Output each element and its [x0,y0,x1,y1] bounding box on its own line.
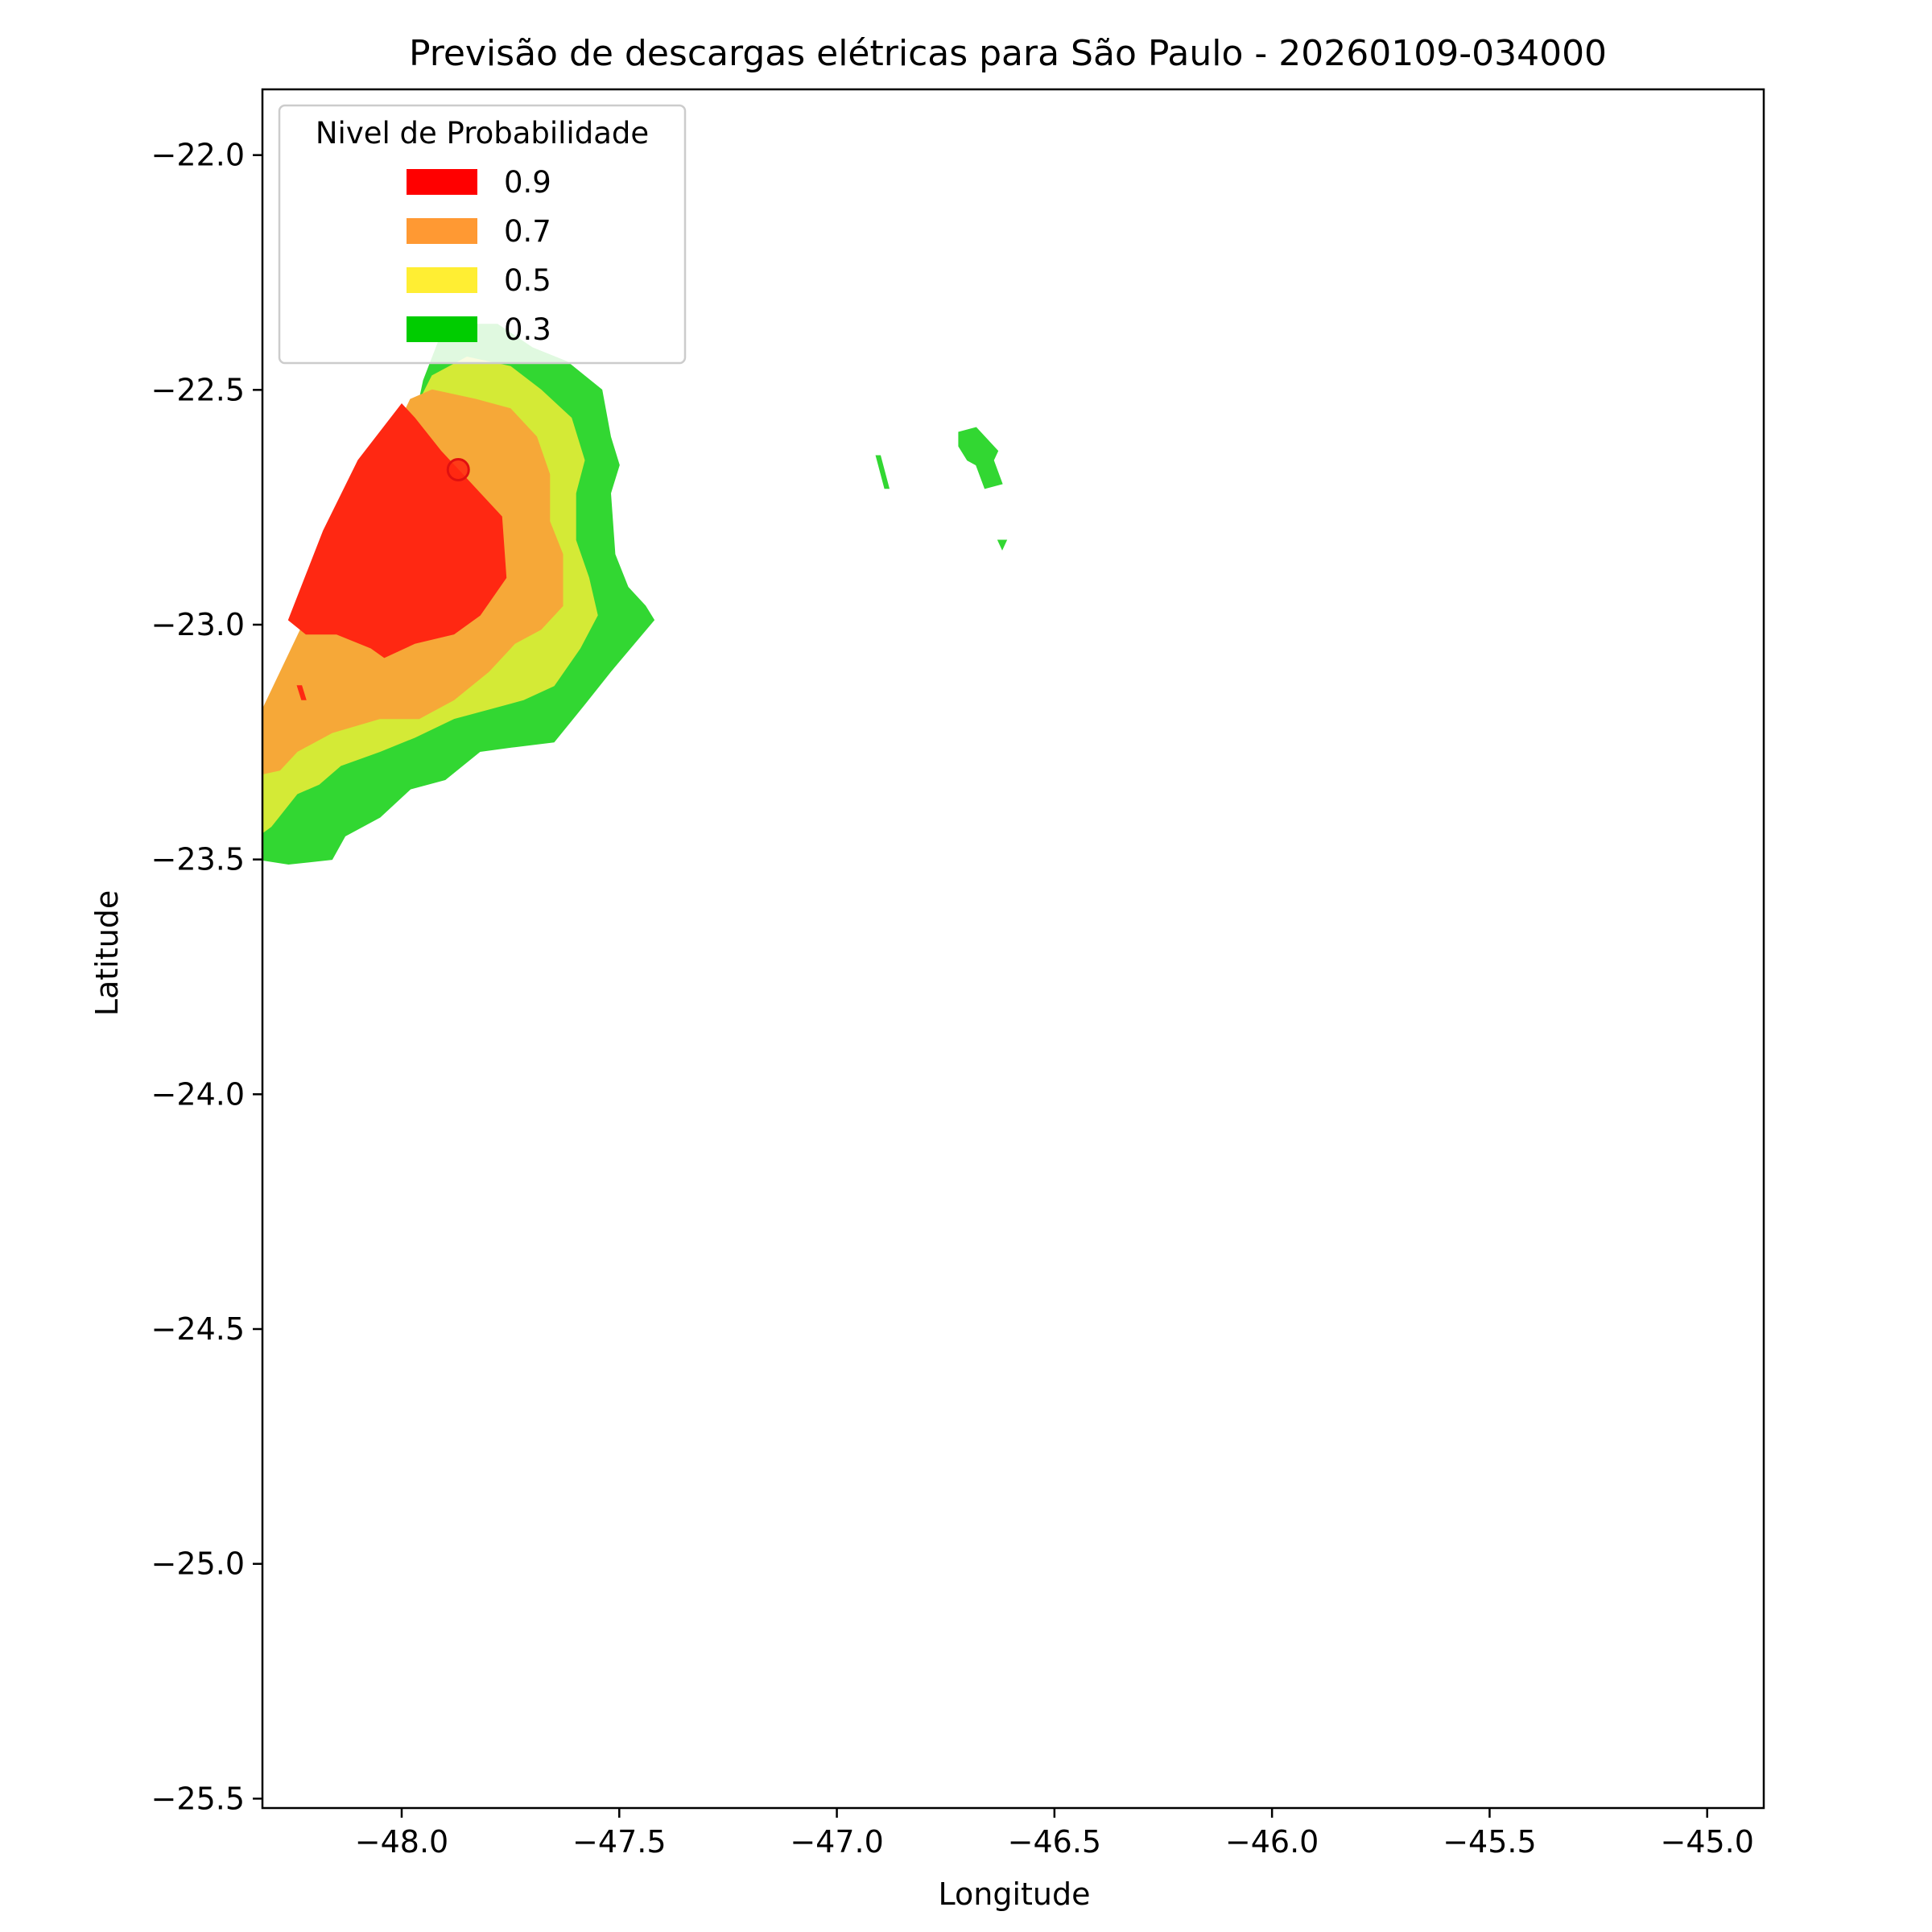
contour-region-0.3-4 [958,427,1003,489]
legend-swatch-0.9 [407,169,477,195]
legend-label-0.9: 0.9 [504,165,551,200]
chart-title: Previsão de descargas elétricas para São… [409,33,1607,74]
legend-swatch-0.7 [407,218,477,244]
y-tick-label: −25.5 [151,1781,245,1816]
x-tick-label: −47.5 [572,1824,666,1860]
x-tick-label: −47.0 [790,1824,883,1860]
legend-title: Nivel de Probabilidade [316,116,649,151]
legend: Nivel de Probabilidade 0.9 0.7 0.5 0.3 [278,104,687,365]
y-tick-label: −24.0 [151,1076,245,1112]
plot-frame [261,88,1765,1810]
y-axis-label: Latitude [89,890,125,1016]
legend-box [278,104,687,365]
contour-region-0.3-5 [875,455,890,489]
y-tick-label: −25.0 [151,1546,245,1582]
marker-layer [446,458,470,481]
legend-swatch-0.3 [407,316,477,342]
y-tick-label: −23.0 [151,607,245,642]
y-tick-label: −23.5 [151,842,245,877]
legend-label-0.3: 0.3 [504,312,551,347]
x-tick-label: −48.0 [355,1824,448,1860]
legend-swatch-0.5 [407,267,477,293]
y-tick-label: −24.5 [151,1311,245,1347]
y-tick-label: −22.0 [151,138,245,173]
legend-label-0.5: 0.5 [504,263,551,298]
x-axis-label: Longitude [939,1876,1091,1912]
x-axis-ticks: −48.0 −47.5 −47.0 −46.5 −46.0 −45.5 −45.0 [355,1808,1754,1860]
y-axis-ticks: −22.0 −22.5 −23.0 −23.5 −24.0 −24.5 −25.0 −25.5 [151,138,262,1816]
legend-label-0.7: 0.7 [504,214,551,249]
contour-region-0.3-6 [997,539,1008,551]
x-tick-label: −46.5 [1008,1824,1101,1860]
y-tick-label: −22.5 [151,372,245,407]
storm-marker-0 [446,458,470,481]
contour-region-0.9-7 [296,685,307,700]
x-tick-label: −45.5 [1443,1824,1536,1860]
x-tick-label: −46.0 [1225,1824,1319,1860]
x-tick-label: −45.0 [1660,1824,1753,1860]
